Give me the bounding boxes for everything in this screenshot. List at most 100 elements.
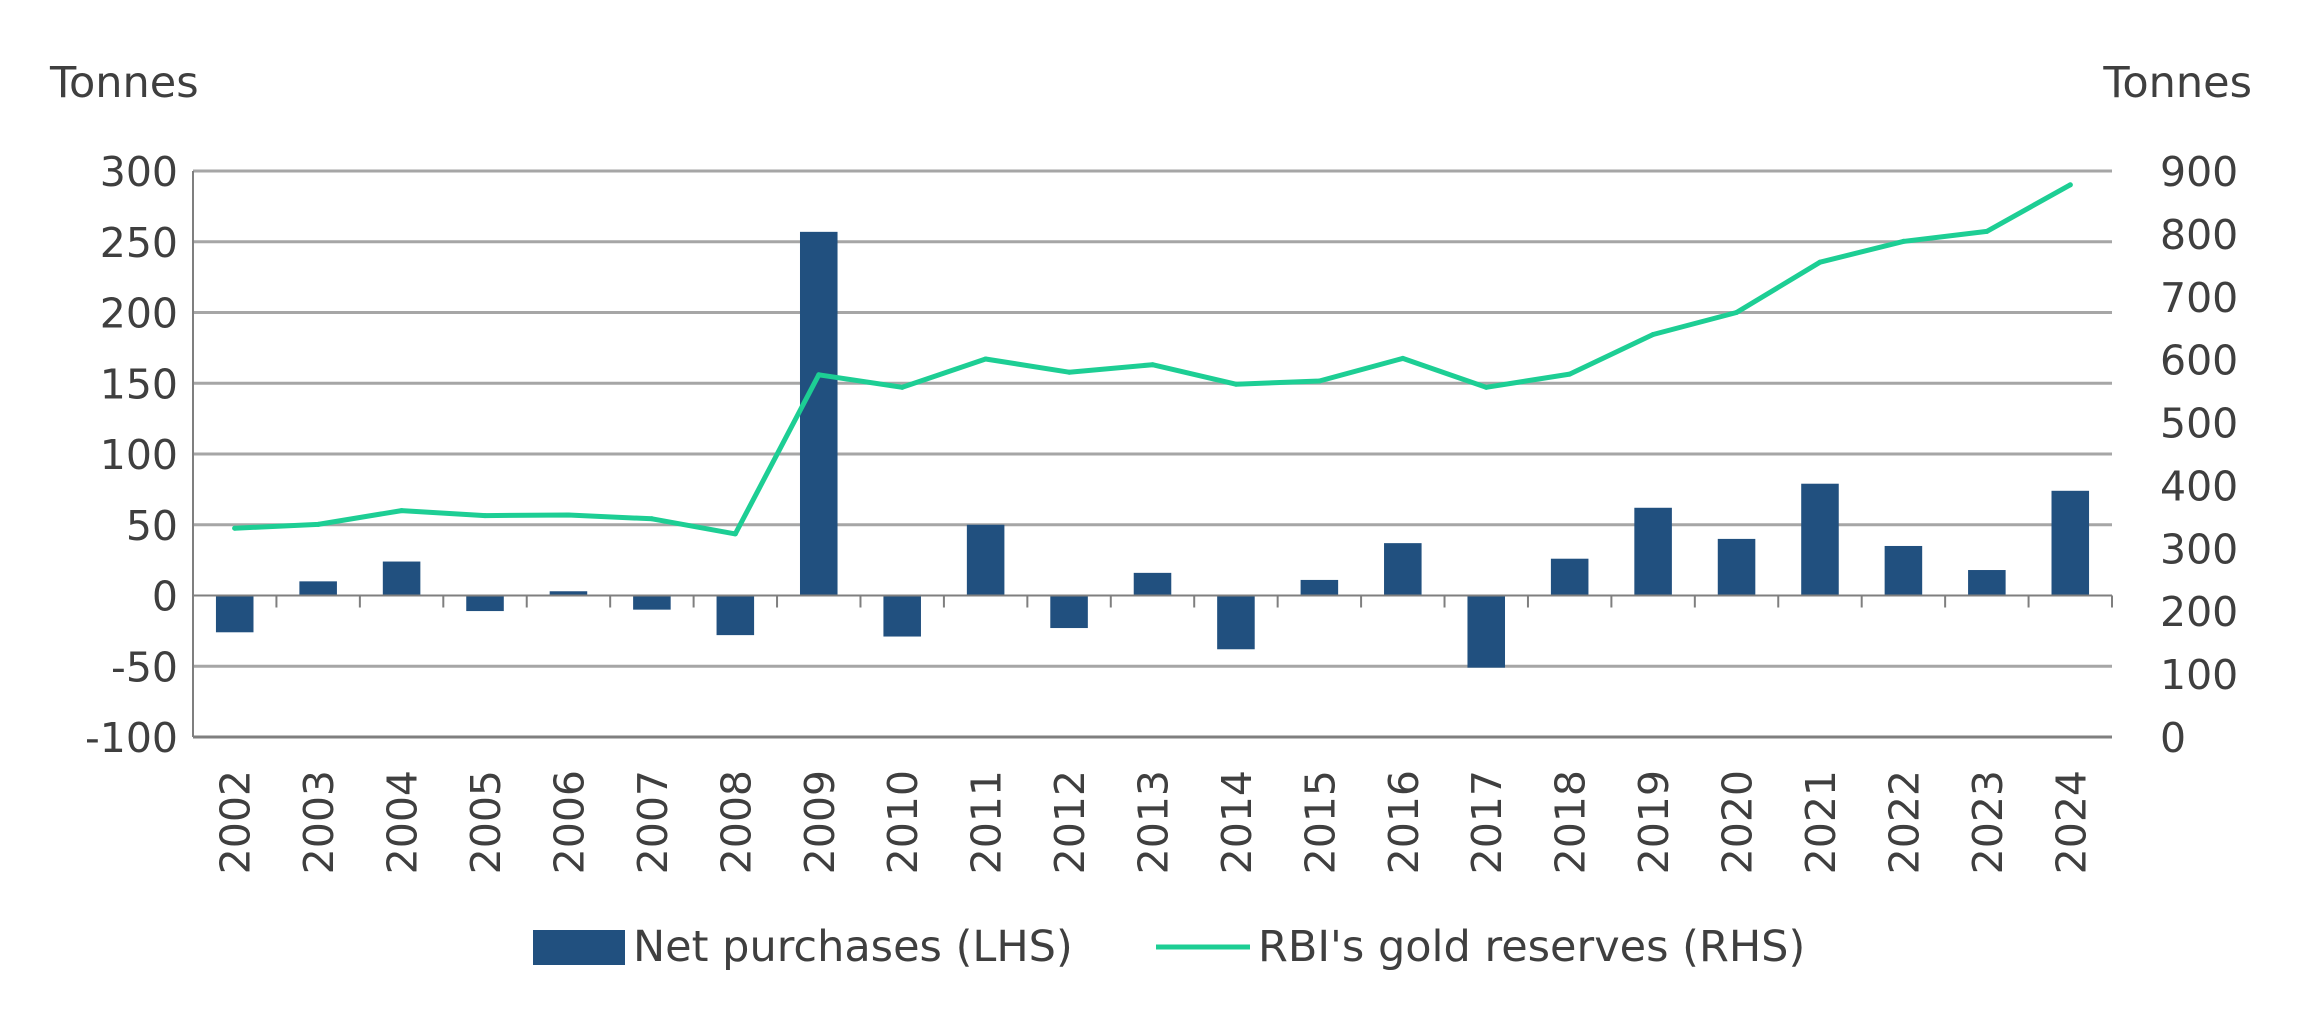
x-tick-label: 2017 [1463, 770, 1511, 874]
left-tick-label: -100 [85, 714, 178, 762]
line-point-2004 [399, 508, 405, 514]
x-tick-label: 2021 [1797, 770, 1845, 874]
bar-2004 [382, 561, 421, 596]
left-tick-label: 100 [100, 431, 178, 479]
x-tick-label: 2006 [545, 770, 593, 874]
left-tick-label: 250 [100, 219, 178, 267]
right-tick-label: 200 [2160, 588, 2238, 636]
line-point-2024 [2067, 182, 2073, 188]
bar-2006 [549, 591, 588, 596]
bar-2021 [1801, 483, 1839, 596]
line-point-2011 [983, 356, 989, 362]
bar-2018 [1550, 558, 1589, 596]
line-point-2021 [1817, 259, 1823, 265]
bar-2022 [1884, 545, 1923, 596]
bar-2012 [1050, 595, 1088, 629]
legend-line-label: RBI's gold reserves (RHS) [1258, 922, 1805, 972]
x-tick-label: 2023 [1964, 770, 2012, 874]
x-tick-label: 2018 [1547, 770, 1595, 874]
line-point-2020 [1734, 310, 1740, 315]
line-point-2003 [315, 521, 321, 527]
line-point-2023 [1984, 228, 1990, 234]
line-point-2002 [232, 525, 238, 531]
legend-bar-swatch [533, 930, 625, 965]
x-tick-label: 2004 [379, 770, 427, 874]
line-point-2009 [816, 372, 822, 378]
line-point-2007 [649, 516, 655, 522]
x-tick-label: 2008 [712, 770, 760, 874]
left-tick-label: 150 [100, 360, 178, 408]
left-tick-label: -50 [111, 643, 178, 691]
x-tick-label: 2013 [1130, 770, 1178, 874]
right-tick-label: 300 [2160, 525, 2238, 573]
line-point-2013 [1150, 362, 1155, 368]
right-tick-label: 900 [2160, 148, 2238, 196]
bar-2010 [883, 595, 921, 637]
bar-2009 [799, 231, 838, 596]
line-point-2014 [1233, 381, 1239, 387]
line-point-2008 [732, 531, 738, 537]
gold-reserves-line [232, 182, 2073, 537]
axis-labels: Tonnes Tonnes [49, 58, 2252, 108]
bar-2013 [1133, 572, 1172, 596]
right-tick-label: 800 [2160, 211, 2238, 259]
bar-2003 [299, 581, 337, 596]
x-tick-label: 2011 [963, 770, 1011, 874]
x-tick-label: 2009 [796, 770, 844, 874]
legend: Net purchases (LHS) RBI's gold reserves … [533, 922, 1805, 972]
line-point-2016 [1400, 355, 1406, 361]
line-point-2012 [1066, 369, 1072, 375]
bar-2024 [2051, 490, 2090, 596]
line-point-2006 [565, 512, 571, 518]
right-tick-label: 100 [2160, 651, 2238, 699]
x-tick-label: 2024 [2047, 770, 2095, 874]
left-tick-label: 0 [152, 573, 178, 621]
bar-2005 [466, 595, 504, 612]
right-tick-label: 500 [2160, 400, 2238, 448]
right-axis-title: Tonnes [2102, 58, 2252, 108]
bar-2002 [215, 595, 254, 633]
left-tick-label: 200 [100, 290, 178, 338]
x-tick-label: 2020 [1714, 770, 1762, 874]
line-series-gold-reserves [232, 182, 2073, 537]
left-tick-label: 300 [100, 148, 178, 196]
bar-2023 [1968, 570, 2006, 596]
legend-bar-label: Net purchases (LHS) [633, 922, 1073, 972]
line-point-2015 [1316, 378, 1322, 384]
bar-2007 [633, 595, 671, 610]
x-tick-label: 2010 [879, 770, 927, 874]
right-tick-label: 600 [2160, 337, 2238, 385]
bar-2015 [1300, 579, 1339, 596]
line-point-2019 [1650, 332, 1656, 338]
axes: 300250200150100500-50-100900800700600500… [85, 148, 2238, 874]
left-tick-label: 50 [126, 502, 178, 550]
x-tick-label: 2019 [1630, 770, 1678, 874]
x-tick-label: 2007 [629, 770, 677, 874]
bar-2011 [966, 524, 1005, 596]
x-tick-label: 2014 [1213, 770, 1261, 874]
x-tick-label: 2005 [462, 770, 510, 874]
line-point-2017 [1483, 384, 1489, 390]
line-point-2022 [1900, 238, 1906, 244]
bar-2020 [1717, 538, 1756, 596]
x-tick-label: 2012 [1046, 770, 1094, 874]
right-tick-label: 400 [2160, 462, 2238, 510]
bar-2019 [1634, 507, 1672, 596]
x-tick-label: 2002 [212, 770, 260, 874]
bar-series-net-purchases [215, 231, 2090, 668]
bar-2014 [1217, 595, 1255, 650]
right-tick-label: 0 [2160, 714, 2186, 762]
left-axis-title: Tonnes [49, 58, 199, 108]
line-point-2005 [482, 513, 488, 519]
gridlines [193, 169, 2112, 739]
line-point-2010 [899, 384, 905, 390]
x-tick-label: 2022 [1880, 770, 1928, 874]
x-tick-label: 2015 [1296, 770, 1344, 874]
right-tick-label: 700 [2160, 274, 2238, 322]
line-point-2018 [1567, 371, 1573, 377]
bar-2017 [1467, 595, 1506, 668]
bar-2016 [1384, 543, 1422, 596]
x-tick-label: 2016 [1380, 770, 1428, 874]
